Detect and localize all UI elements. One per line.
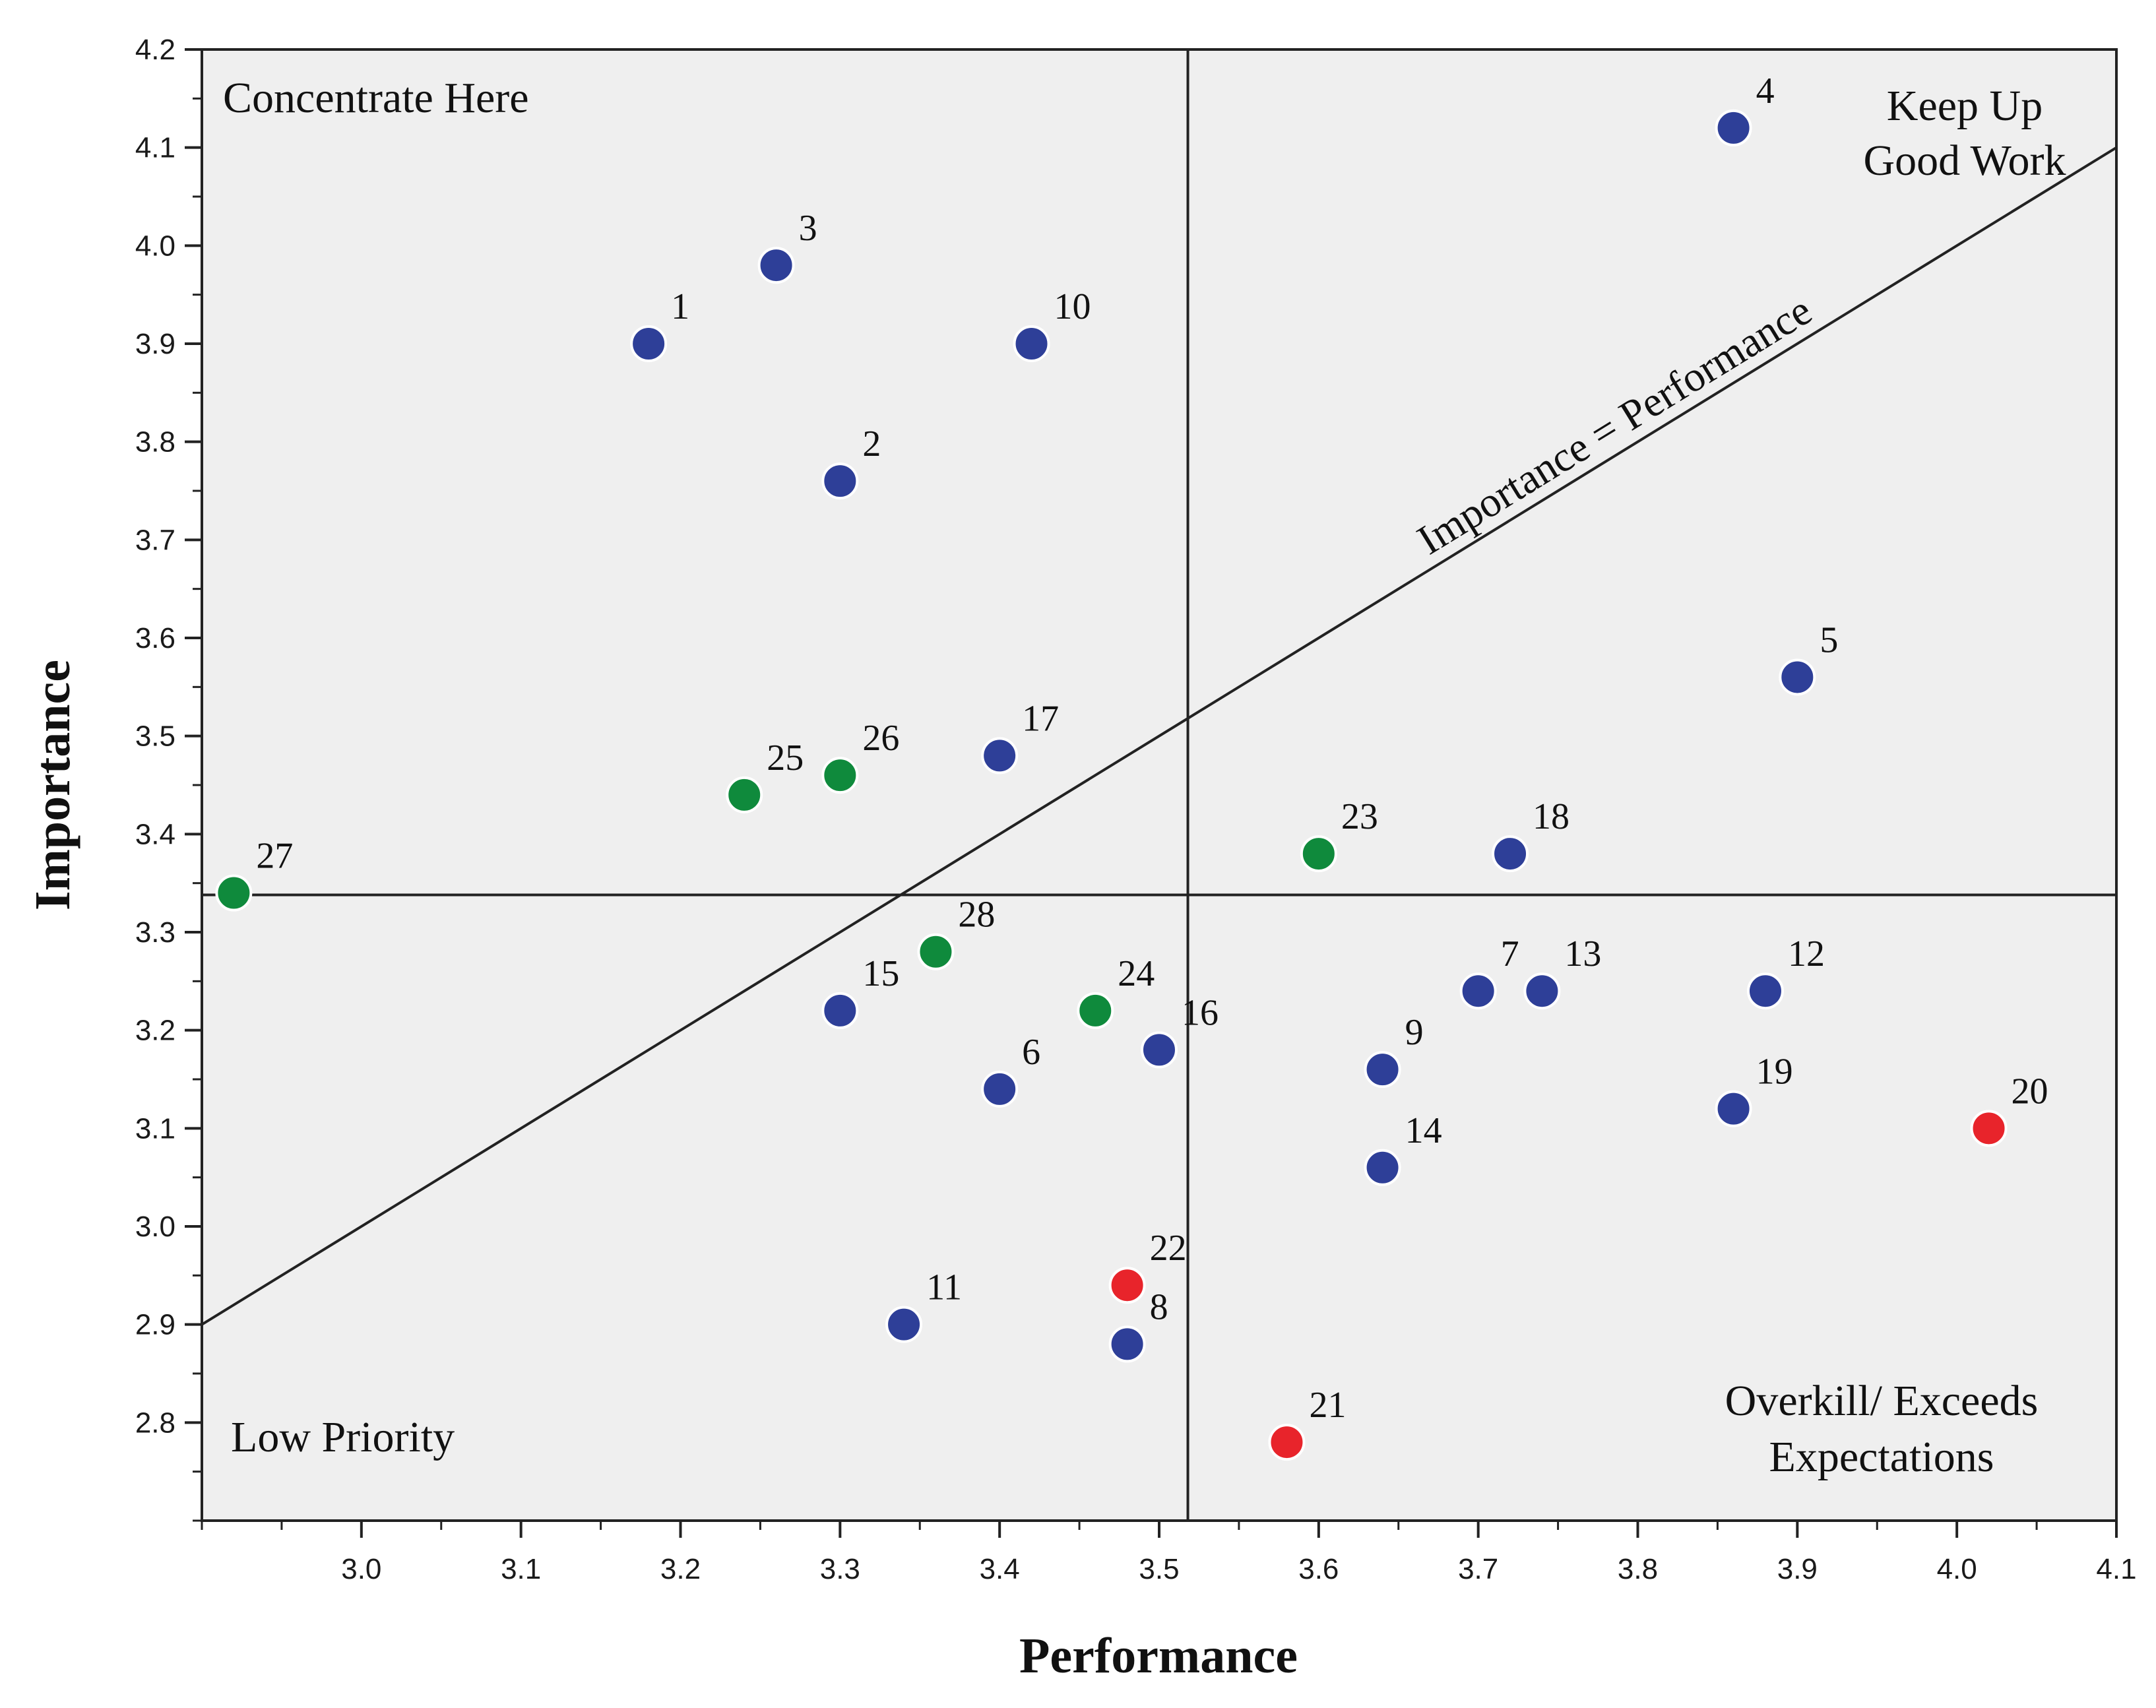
data-point-1 (630, 325, 668, 362)
data-point-22 (1108, 1267, 1146, 1304)
y-tick-label: 3.2 (135, 1015, 175, 1047)
y-tick-label: 4.1 (135, 132, 175, 164)
x-tick-label: 3.4 (980, 1553, 1020, 1585)
y-tick-label: 2.8 (135, 1407, 175, 1439)
data-point-16 (1141, 1031, 1178, 1069)
data-point-10 (1013, 325, 1050, 362)
x-tick-label: 3.8 (1618, 1553, 1658, 1585)
point-label-24: 24 (1118, 953, 1155, 994)
x-tick-label: 3.1 (501, 1553, 541, 1585)
point-label-10: 10 (1054, 286, 1091, 327)
point-label-25: 25 (767, 738, 804, 778)
data-point-21 (1268, 1424, 1306, 1461)
data-point-23 (1300, 835, 1337, 873)
x-tick-label: 3.5 (1139, 1553, 1179, 1585)
data-point-3 (757, 247, 795, 284)
y-tick-label: 3.7 (135, 524, 175, 556)
y-tick-label: 3.6 (135, 622, 175, 654)
major-ticks (185, 48, 2118, 1538)
y-tick-labels: 2.8 2.9 3.0 3.1 3.2 3.3 3.4 3.5 3.6 3.7 3.8 3.9 4.0 4… (135, 34, 175, 1439)
point-label-22: 22 (1150, 1228, 1187, 1269)
point-label-21: 21 (1309, 1385, 1346, 1426)
x-tick-label: 3.0 (341, 1553, 381, 1585)
data-point-19 (1715, 1090, 1752, 1127)
quadrant-label-low-priority: Low Priority (231, 1413, 455, 1461)
data-point-17 (981, 737, 1019, 775)
diagonal-line (201, 146, 2118, 1326)
x-tick-label: 3.2 (660, 1553, 701, 1585)
y-tick-label: 3.0 (135, 1211, 175, 1243)
x-tick-labels: 3.0 3.1 3.2 3.3 3.4 3.5 3.6 3.7 3.8 3.9 4.0 4.1 (341, 1553, 2136, 1585)
y-tick-label: 3.4 (135, 818, 175, 850)
x-tick-label: 3.9 (1777, 1553, 1818, 1585)
point-label-14: 14 (1405, 1110, 1442, 1151)
quadrant-label-good-work: Good Work (1864, 137, 2066, 185)
quadrant-label-overkill: Overkill/ Exceeds (1725, 1377, 2039, 1425)
data-point-13 (1523, 972, 1561, 1010)
x-tick-label: 3.6 (1298, 1553, 1339, 1585)
x-tick-label: 4.1 (2096, 1553, 2136, 1585)
point-label-1: 1 (671, 286, 689, 327)
x-axis-title: Performance (1019, 1628, 1298, 1684)
y-tick-label: 3.1 (135, 1112, 175, 1145)
y-tick-label: 3.3 (135, 916, 175, 949)
point-label-7: 7 (1501, 933, 1519, 974)
plot-area (201, 48, 2118, 1522)
y-axis-title: Importance (25, 660, 80, 910)
data-point-24 (1077, 992, 1114, 1029)
point-label-8: 8 (1150, 1286, 1168, 1327)
point-label-4: 4 (1756, 71, 1775, 111)
quadrant-label-keep-up: Keep Up (1887, 82, 2043, 130)
point-label-6: 6 (1022, 1032, 1040, 1073)
data-point-9 (1364, 1051, 1401, 1089)
point-label-19: 19 (1756, 1052, 1793, 1092)
quadrant-label-concentrate-here: Concentrate Here (223, 74, 529, 122)
point-label-11: 11 (926, 1267, 962, 1308)
y-tick-label: 4.2 (135, 34, 175, 66)
point-label-3: 3 (799, 208, 817, 249)
point-label-28: 28 (958, 895, 995, 935)
data-point-4 (1715, 109, 1752, 146)
point-label-20: 20 (2012, 1071, 2048, 1112)
data-point-12 (1746, 972, 1784, 1010)
y-tick-label: 3.8 (135, 426, 175, 459)
x-tick-label: 3.3 (820, 1553, 860, 1585)
point-label-16: 16 (1182, 992, 1219, 1033)
data-point-28 (917, 933, 955, 970)
point-label-23: 23 (1341, 796, 1378, 837)
data-point-6 (981, 1070, 1019, 1108)
data-point-7 (1459, 972, 1497, 1010)
point-label-5: 5 (1820, 619, 1838, 660)
data-point-20 (1970, 1110, 2008, 1147)
point-label-26: 26 (862, 718, 899, 759)
data-point-14 (1364, 1149, 1401, 1186)
point-label-2: 2 (862, 424, 881, 464)
data-points (215, 109, 2008, 1461)
y-tick-label: 2.9 (135, 1309, 175, 1341)
data-point-15 (821, 992, 859, 1029)
data-point-11 (885, 1306, 923, 1343)
data-point-25 (726, 776, 763, 813)
point-label-15: 15 (862, 953, 899, 994)
x-tick-label: 4.0 (1937, 1553, 1977, 1585)
data-point-18 (1492, 835, 1529, 873)
point-label-27: 27 (256, 836, 293, 877)
point-label-9: 9 (1405, 1012, 1424, 1053)
y-tick-label: 3.9 (135, 328, 175, 360)
point-label-18: 18 (1533, 796, 1569, 837)
point-label-17: 17 (1022, 698, 1059, 739)
data-point-2 (821, 462, 859, 500)
quadrant-label-expectations: Expectations (1769, 1433, 1994, 1481)
point-label-13: 13 (1564, 933, 1601, 974)
data-point-5 (1779, 658, 1816, 696)
y-tick-label: 4.0 (135, 230, 175, 262)
point-label-12: 12 (1788, 933, 1825, 974)
x-tick-label: 3.7 (1458, 1553, 1498, 1585)
y-tick-label: 3.5 (135, 720, 175, 753)
data-point-27 (215, 874, 253, 912)
data-point-26 (821, 757, 859, 794)
data-point-8 (1108, 1325, 1146, 1363)
